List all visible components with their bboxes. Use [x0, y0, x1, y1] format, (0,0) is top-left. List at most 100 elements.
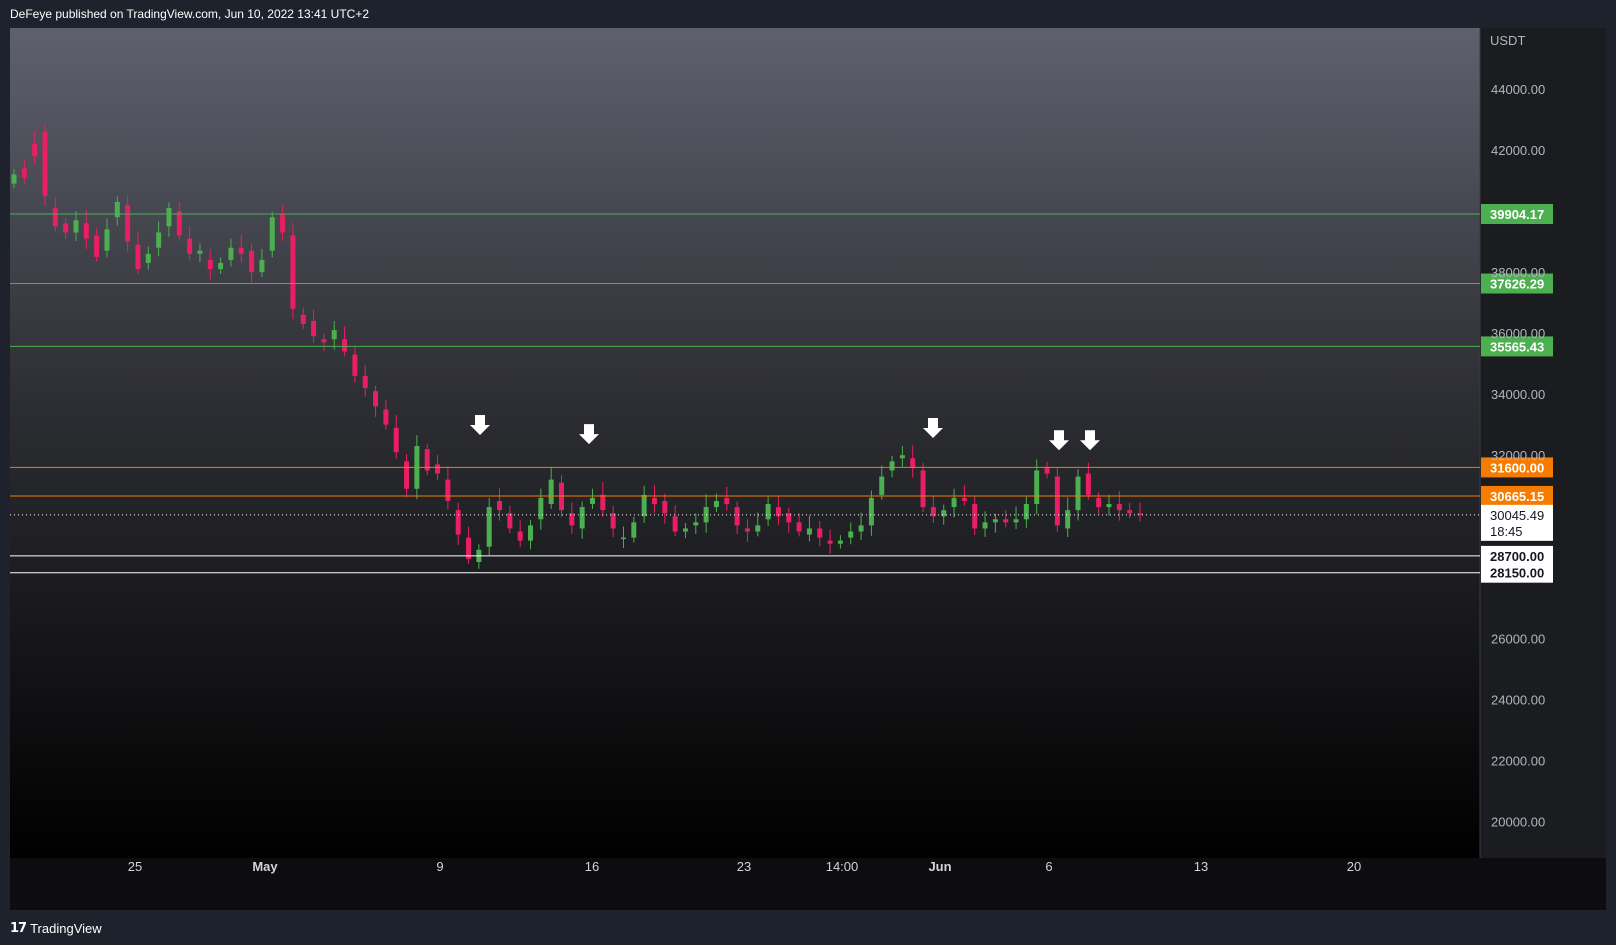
candle-body: [548, 479, 554, 505]
candle-body: [796, 522, 802, 532]
candle-body: [517, 531, 523, 541]
candle-body: [1116, 504, 1122, 511]
price-level-badge: [1481, 545, 1553, 566]
price-chart[interactable]: 39904.17 37626.29 35565.43 31600.00 30665.15…: [10, 28, 1606, 910]
price-level-badge: [1481, 204, 1553, 225]
price-tick-label: 22000.00: [1491, 753, 1545, 768]
candle-body: [992, 519, 998, 523]
candle-body: [21, 168, 27, 178]
candle-body: [817, 528, 823, 538]
candle-body: [786, 513, 792, 523]
publish-header: DeFeye published on TradingView.com, Jun…: [0, 0, 1616, 28]
candle-body: [641, 494, 647, 517]
candle-body: [497, 500, 503, 511]
candle-body: [1054, 476, 1060, 526]
price-axis-background: [1480, 28, 1606, 858]
candle-body: [104, 229, 110, 251]
time-tick-label: 13: [1194, 859, 1208, 874]
time-tick-label: 14:00: [826, 859, 859, 874]
candle-body: [889, 461, 895, 471]
candle-body: [879, 476, 885, 495]
candle-body: [1096, 497, 1102, 508]
price-tick-label: 44000.00: [1491, 82, 1545, 97]
countdown-label: 18:45: [1490, 524, 1523, 539]
price-level-label: 37626.29: [1490, 277, 1544, 292]
time-tick-label: 23: [737, 859, 751, 874]
candle-body: [1034, 470, 1040, 505]
candle-body: [538, 497, 544, 520]
price-level-label: 35565.43: [1490, 339, 1544, 354]
candle-body: [321, 339, 327, 343]
candle-body: [868, 497, 874, 526]
candle-body: [765, 504, 771, 520]
price-tick-label: 20000.00: [1491, 814, 1545, 829]
candle-body: [755, 525, 761, 532]
candle-body: [63, 223, 69, 233]
candle-body: [269, 217, 275, 251]
candle-body: [724, 497, 730, 505]
publish-info-text: DeFeye published on TradingView.com, Jun…: [10, 7, 370, 21]
candle-body: [848, 531, 854, 538]
candle-body: [300, 314, 306, 324]
price-tick-label: 36000.00: [1491, 326, 1545, 341]
price-tick-label: 32000.00: [1491, 448, 1545, 463]
down-arrow-icon: [1080, 430, 1100, 451]
candle-body: [445, 479, 451, 501]
chart-panel[interactable]: 39904.17 37626.29 35565.43 31600.00 30665.15…: [10, 28, 1606, 910]
time-tick-label: 20: [1347, 859, 1361, 874]
candle-body: [238, 247, 244, 254]
candle-body: [589, 497, 595, 505]
candle-body: [1127, 510, 1133, 514]
candle-body: [207, 259, 213, 270]
candle-body: [982, 522, 988, 529]
candle-body: [837, 540, 843, 544]
candle-body: [1075, 476, 1081, 511]
price-level-badge: [1481, 273, 1553, 294]
candle-body: [1065, 510, 1071, 529]
price-tick-label: 42000.00: [1491, 143, 1545, 158]
candle-body: [610, 513, 616, 529]
tradingview-brand[interactable]: 𝟭𝟳 TradingView: [10, 920, 102, 936]
candle-body: [806, 528, 812, 535]
price-tick-label: 34000.00: [1491, 387, 1545, 402]
candle-body: [693, 522, 699, 526]
candle-body: [73, 220, 79, 233]
candle-body: [11, 174, 17, 184]
time-axis-background: [10, 858, 1606, 910]
time-tick-label: Jun: [928, 859, 951, 874]
candle-body: [899, 455, 905, 459]
price-level-label: 31600.00: [1490, 460, 1544, 475]
candle-body: [42, 131, 48, 196]
candle-body: [393, 427, 399, 453]
price-level-label: 28700.00: [1490, 549, 1544, 564]
candle-body: [910, 458, 916, 468]
price-level-label: 39904.17: [1490, 207, 1544, 222]
time-axis[interactable]: 25 May 9 16 23 14:00 Jun 6 13 20: [128, 859, 1361, 874]
candle-body: [373, 391, 379, 407]
candle-body: [528, 525, 534, 541]
candle-body: [455, 510, 461, 535]
candle-body: [713, 500, 719, 508]
price-tick-label: 26000.00: [1491, 631, 1545, 646]
price-level-badge: [1481, 457, 1553, 478]
candle-body: [920, 470, 926, 508]
candle-body: [1003, 519, 1009, 523]
candle-body: [94, 235, 100, 257]
candle-body: [775, 507, 781, 517]
levels-layer: 39904.17 37626.29 35565.43 31600.00 30665.15…: [10, 204, 1553, 583]
candle-body: [135, 244, 141, 270]
price-axis[interactable]: USDT 44000.00 42000.00 38000.00 36000.00 3400…: [1490, 33, 1545, 829]
candle-body: [311, 320, 317, 337]
candle-body: [631, 522, 637, 538]
last-price-badge: [1481, 504, 1553, 541]
candle-body: [1044, 467, 1050, 474]
price-level-label: 28150.00: [1490, 566, 1544, 581]
candle-body: [83, 223, 89, 239]
time-tick-label: May: [252, 859, 278, 874]
candle-body: [32, 143, 38, 157]
candle-body: [290, 235, 296, 309]
candle-body: [383, 409, 389, 425]
price-tick-label: 24000.00: [1491, 692, 1545, 707]
candle-body: [352, 354, 358, 376]
candle-body: [858, 525, 864, 532]
